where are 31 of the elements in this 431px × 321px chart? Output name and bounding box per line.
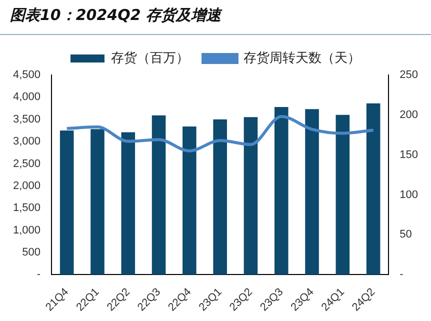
y-tick-label: 3,000	[12, 136, 41, 148]
y-tick-label: 2,000	[12, 180, 41, 192]
y2-tick-label: -	[400, 268, 404, 281]
bar	[121, 132, 136, 275]
y-tick-label: 1,000	[12, 224, 41, 236]
bar	[305, 109, 319, 275]
bar	[90, 129, 104, 275]
line-series	[65, 115, 375, 152]
y2-tick-label: 200	[400, 108, 418, 121]
bar	[336, 114, 350, 275]
bar	[182, 126, 196, 275]
y-tick-label: 2,500	[12, 158, 41, 170]
bar	[244, 117, 258, 275]
bar	[213, 119, 227, 275]
bar	[274, 106, 288, 275]
y2-tick-label: 150	[400, 148, 418, 161]
bar	[366, 103, 380, 275]
y-tick-label: 500	[22, 246, 41, 258]
y2-tick-label: 100	[400, 188, 418, 201]
bar	[60, 130, 74, 275]
y-tick-label: -	[36, 268, 41, 281]
legend-label: 存货（百万）	[111, 50, 189, 66]
y2-tick-label: 50	[400, 228, 412, 241]
y-tick-label: 4,000	[12, 91, 41, 104]
chart-title: 图表10：2024Q2 存货及增速	[10, 6, 222, 25]
bar	[152, 115, 166, 275]
y2-tick-label: 250	[400, 69, 418, 82]
y-tick-label: 4,500	[12, 69, 41, 82]
y-tick-label: 3,500	[12, 113, 41, 126]
y-tick-label: 1,500	[12, 202, 41, 214]
legend-label: 存货周转天数（天）	[244, 50, 360, 66]
